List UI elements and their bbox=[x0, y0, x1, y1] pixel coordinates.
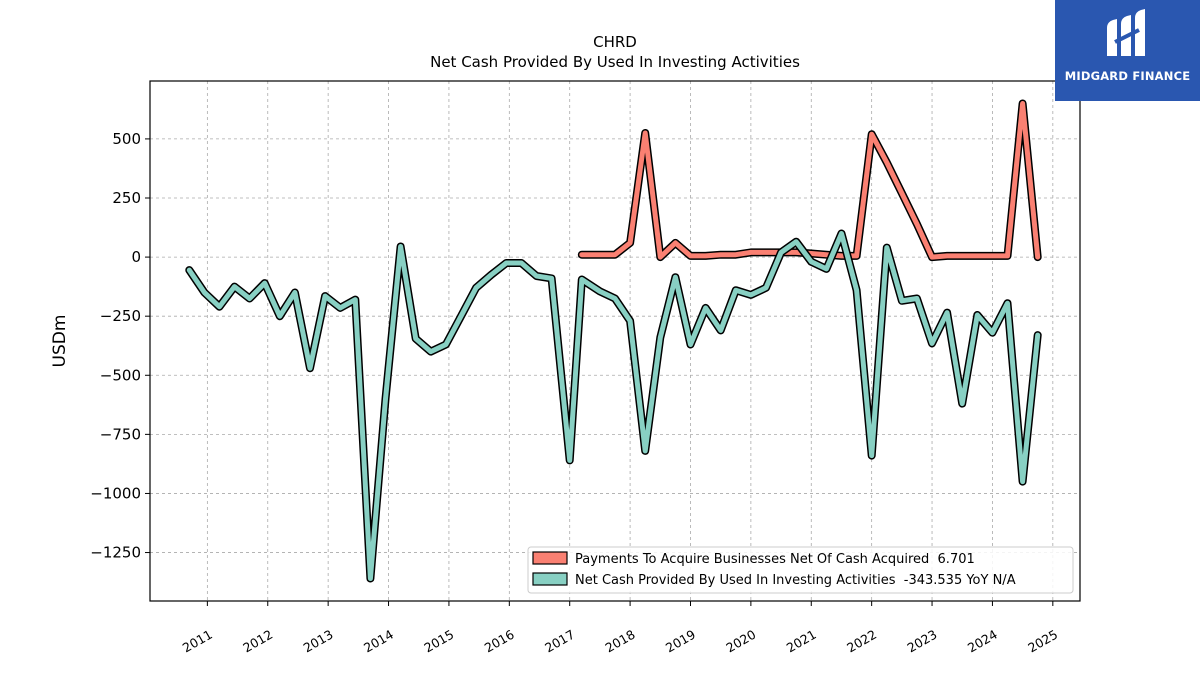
y-tick-label: −750 bbox=[100, 425, 141, 443]
midgard-logo-icon bbox=[1107, 9, 1145, 56]
legend-box bbox=[527, 546, 1074, 594]
x-axis-ticks: 2011 2012 2013 2014 2015 2016 2017 2018 2019 2020… bbox=[180, 601, 1060, 656]
legend-label-net-cash: Net Cash Provided By Used In Investing A… bbox=[575, 573, 1016, 588]
chart-title: CHRD bbox=[593, 33, 637, 51]
x-tick-label: 2024 bbox=[965, 627, 1000, 656]
y-axis-label: USDm bbox=[50, 315, 70, 368]
x-tick-label: 2019 bbox=[663, 627, 698, 656]
x-tick-label: 2022 bbox=[844, 627, 879, 656]
x-tick-label: 2023 bbox=[904, 627, 939, 656]
x-tick-label: 2014 bbox=[361, 627, 396, 656]
brand-name: MIDGARD FINANCE bbox=[1064, 69, 1191, 83]
x-tick-label: 2013 bbox=[301, 627, 336, 656]
gridlines bbox=[150, 81, 1080, 601]
x-tick-label: 2020 bbox=[723, 627, 758, 656]
x-tick-label: 2025 bbox=[1025, 627, 1060, 656]
series-1-line bbox=[186, 231, 1041, 581]
series-1-outline bbox=[185, 229, 1042, 583]
y-tick-label: −1250 bbox=[90, 544, 141, 562]
legend: Payments To Acquire Businesses Net Of Ca… bbox=[527, 546, 1074, 594]
series-layer bbox=[185, 99, 1042, 583]
y-tick-label: −1000 bbox=[90, 484, 141, 502]
legend-label-payments: Payments To Acquire Businesses Net Of Ca… bbox=[575, 552, 975, 567]
y-tick-label: 500 bbox=[112, 130, 141, 148]
x-tick-label: 2011 bbox=[180, 627, 215, 656]
x-tick-label: 2017 bbox=[542, 627, 577, 656]
x-tick-label: 2021 bbox=[784, 627, 819, 656]
y-axis-ticks: 500 250 0 −250 −500 −750 −1000 −1250 bbox=[90, 130, 150, 562]
x-tick-label: 2018 bbox=[603, 627, 638, 656]
legend-swatch-net-cash bbox=[532, 572, 568, 586]
series-0-line bbox=[579, 101, 1041, 260]
brand-logo: MIDGARD FINANCE bbox=[1055, 0, 1200, 101]
y-tick-label: 0 bbox=[131, 248, 141, 266]
x-tick-label: 2012 bbox=[240, 627, 275, 656]
plot-frame bbox=[149, 80, 1081, 602]
x-tick-label: 2016 bbox=[482, 627, 517, 656]
x-tick-label: 2015 bbox=[421, 627, 456, 656]
y-tick-label: −500 bbox=[100, 366, 141, 384]
legend-swatch-payments bbox=[532, 551, 568, 565]
y-tick-label: −250 bbox=[100, 307, 141, 325]
chart-subtitle: Net Cash Provided By Used In Investing A… bbox=[430, 53, 800, 71]
y-tick-label: 250 bbox=[112, 189, 141, 207]
